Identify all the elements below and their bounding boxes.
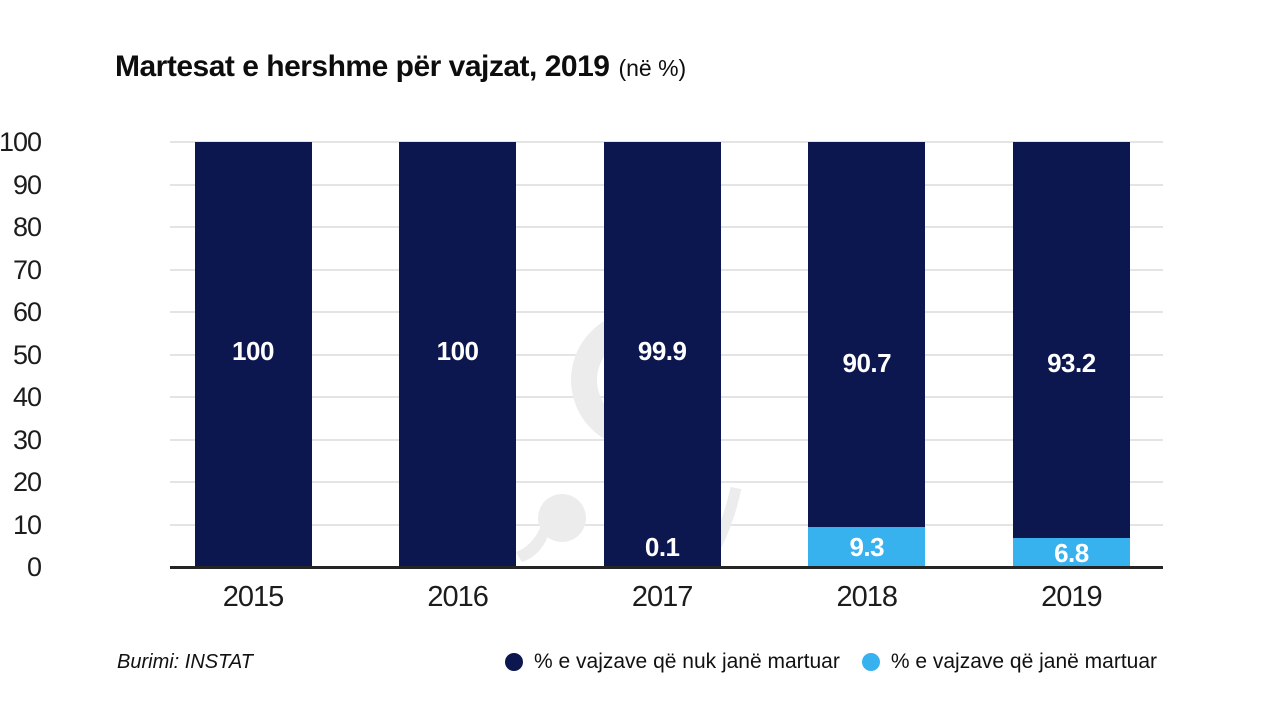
y-axis-tick-label: 50 [12, 339, 42, 370]
y-axis-tick-label: 80 [12, 212, 42, 242]
bar-2016: 100 [399, 142, 517, 567]
legend-item-not-married: % e vajzave që nuk janë martuar [505, 650, 840, 674]
plot-area: 0 10 20 30 40 50 60 70 80 90 100 100 2015 100 2016 99.9… [0, 127, 1163, 613]
bar-2019: 93.2 6.8 [1012, 142, 1130, 568]
y-axis-tick-label: 0 [26, 552, 42, 582]
bar-2018-married-segment [808, 527, 926, 567]
bar-value-label-not-married: 100 [232, 335, 274, 366]
y-axis-tick-label: 30 [12, 424, 42, 455]
bar-value-label-married: 0.1 [644, 532, 680, 562]
x-axis-tick-label-2015: 2015 [222, 581, 285, 613]
bar-2019-married-segment [1012, 538, 1130, 567]
bar-2019-not-married-segment [1012, 142, 1130, 539]
x-axis-tick-label-2016: 2016 [427, 581, 489, 613]
chart-title-unit: (në %) [618, 55, 687, 81]
bar-2016-not-married-segment [399, 142, 517, 567]
bar-value-label-married: 6.8 [1054, 537, 1089, 568]
chart-title: Martesat e hershme për vajzat, 2019 [115, 50, 610, 83]
navy-dot-icon [505, 653, 524, 671]
y-axis-tick-label: 40 [12, 382, 42, 412]
y-axis-tick-label: 90 [12, 169, 42, 200]
bar-2015-not-married-segment [194, 142, 312, 567]
gridline-y100 [170, 141, 1163, 143]
y-axis-tick-label: 60 [12, 297, 42, 327]
y-axis-tick-label: 70 [12, 254, 42, 285]
x-axis-tick-label-2017: 2017 [631, 581, 694, 613]
bar-2017: 99.9 0.1 [603, 142, 721, 567]
chart-legend: % e vajzave që nuk janë martuar % e vajz… [505, 650, 1157, 674]
blue-dot-icon [861, 653, 880, 671]
bar-value-label-not-married: 99.9 [637, 335, 687, 366]
bar-2018: 90.7 9.3 [808, 142, 926, 567]
legend-item-married: % e vajzave që janë martuar [861, 650, 1157, 674]
bar-value-label-not-married: 93.2 [1047, 347, 1096, 378]
bar-2018-not-married-segment [808, 142, 926, 528]
bar-2015: 100 [194, 142, 312, 567]
legend-label: % e vajzave që nuk janë martuar [534, 650, 840, 673]
y-axis-tick-label: 20 [12, 467, 42, 497]
bar-value-label-married: 9.3 [849, 532, 885, 563]
bar-value-label-not-married: 90.7 [842, 347, 892, 378]
x-axis-tick-label-2019: 2019 [1041, 581, 1103, 613]
x-axis-line [170, 566, 1163, 569]
page-title: Martesat e hershme për vajzat, 2019 (në %… [115, 50, 686, 84]
y-axis-tick-label: 100 [0, 127, 42, 157]
x-axis-tick-label-2018: 2018 [836, 581, 899, 613]
y-axis-tick-label: 10 [12, 509, 42, 540]
bar-value-label-not-married: 100 [436, 335, 479, 366]
source-note: Burimi: INSTAT [117, 651, 253, 673]
legend-label: % e vajzave që janë martuar [890, 650, 1157, 673]
